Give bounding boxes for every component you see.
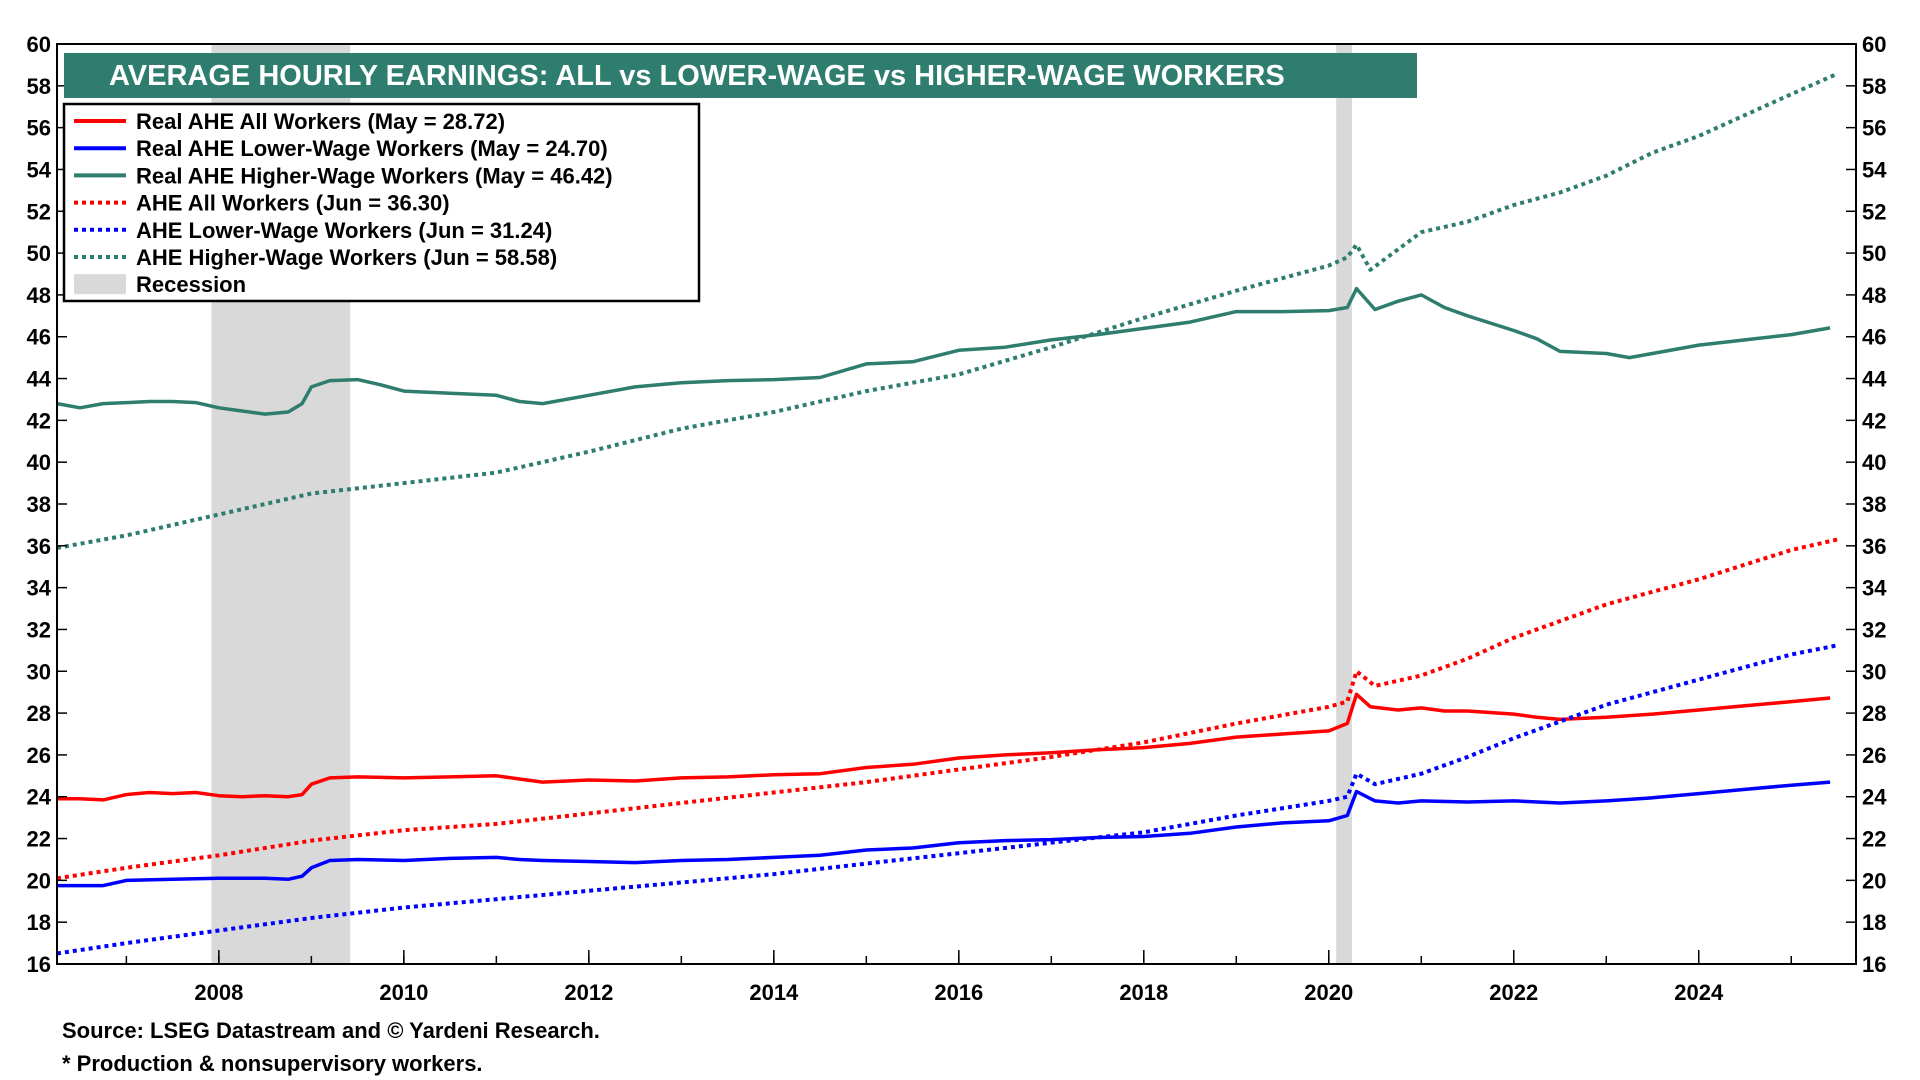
y-tick-label-left: 44 [27, 367, 52, 392]
y-tick-label-left: 58 [27, 74, 51, 99]
y-tick-label-left: 50 [27, 241, 51, 266]
y-tick-label-left: 48 [27, 283, 51, 308]
y-tick-label-right: 22 [1862, 827, 1886, 852]
title-banner-bg [64, 53, 1417, 98]
y-tick-label-left: 18 [27, 910, 51, 935]
y-tick-label-left: 20 [27, 868, 51, 893]
series-line-5 [56, 71, 1839, 550]
legend-swatch-recession [74, 274, 126, 295]
y-tick-label-left: 52 [27, 199, 51, 224]
recession-band-1 [1336, 44, 1352, 964]
footnote: * Production & nonsupervisory workers. [62, 1051, 483, 1076]
y-tick-label-right: 40 [1862, 450, 1886, 475]
series-line-2 [56, 286, 1831, 416]
y-tick-label-left: 30 [27, 659, 51, 684]
legend: Real AHE All Workers (May = 28.72)Real A… [62, 102, 701, 303]
y-tick-label-left: 22 [27, 827, 51, 852]
chart-title: AVERAGE HOURLY EARNINGS: ALL vs LOWER-WA… [109, 60, 1285, 92]
y-tick-label-right: 42 [1862, 408, 1886, 433]
y-tick-label-right: 26 [1862, 743, 1886, 768]
x-tick-label: 2012 [564, 980, 613, 1005]
y-tick-label-right: 30 [1862, 659, 1886, 684]
y-tick-label-right: 58 [1862, 74, 1886, 99]
legend-label-5: AHE Higher-Wage Workers (Jun = 58.58) [136, 245, 557, 270]
series-line-1 [57, 780, 1831, 888]
y-tick-label-right: 54 [1862, 157, 1887, 182]
chart-title-banner: AVERAGE HOURLY EARNINGS: ALL vs LOWER-WA… [64, 53, 1417, 98]
y-tick-label-right: 28 [1862, 701, 1886, 726]
source-note: Source: LSEG Datastream and © Yardeni Re… [62, 1018, 600, 1043]
y-tick-label-left: 28 [27, 701, 51, 726]
y-tick-label-right: 60 [1862, 32, 1886, 57]
y-tick-label-left: 16 [27, 952, 51, 977]
y-tick-label-left: 56 [27, 116, 51, 141]
y-tick-label-left: 36 [27, 534, 51, 559]
y-axis-right: 16 18 20 22 24 26 28 30 32 34 36 38 40 42 44 46 48 50 52 54… [1846, 32, 1887, 977]
y-tick-label-left: 38 [27, 492, 51, 517]
legend-label-4: AHE Lower-Wage Workers (Jun = 31.24) [136, 218, 552, 243]
y-tick-label-right: 16 [1862, 952, 1886, 977]
x-tick-label: 2024 [1674, 980, 1724, 1005]
x-tick-label: 2014 [749, 980, 799, 1005]
x-axis: 2008 2010 2012 2014 2016 2018 2020 2022 2024 [125, 950, 1793, 1005]
y-tick-label-left: 46 [27, 325, 51, 350]
y-tick-label-right: 52 [1862, 199, 1886, 224]
legend-label-recession: Recession [136, 272, 246, 297]
legend-label-3: AHE All Workers (Jun = 36.30) [136, 191, 450, 216]
y-tick-label-right: 36 [1862, 534, 1886, 559]
x-tick-label: 2010 [379, 980, 428, 1005]
y-tick-label-left: 26 [27, 743, 51, 768]
x-tick-label: 2018 [1119, 980, 1168, 1005]
y-tick-label-right: 20 [1862, 868, 1886, 893]
x-tick-label: 2022 [1489, 980, 1538, 1005]
y-tick-label-left: 34 [27, 576, 52, 601]
series-line-4 [56, 643, 1838, 956]
legend-label-1: Real AHE Lower-Wage Workers (May = 24.70… [136, 136, 608, 161]
legend-label-0: Real AHE All Workers (May = 28.72) [136, 109, 505, 134]
y-tick-label-right: 56 [1862, 116, 1886, 141]
y-tick-label-left: 24 [27, 785, 52, 810]
x-tick-label: 2008 [194, 980, 243, 1005]
y-tick-label-right: 32 [1862, 617, 1886, 642]
y-tick-label-left: 54 [27, 157, 52, 182]
y-tick-label-right: 46 [1862, 325, 1886, 350]
legend-label-2: Real AHE Higher-Wage Workers (May = 46.4… [136, 163, 613, 188]
y-tick-label-left: 32 [27, 617, 51, 642]
legend-box [62, 102, 701, 303]
series-line-0 [57, 692, 1831, 802]
x-tick-label: 2020 [1304, 980, 1353, 1005]
y-tick-label-right: 48 [1862, 283, 1886, 308]
y-tick-label-right: 18 [1862, 910, 1886, 935]
y-tick-label-right: 38 [1862, 492, 1886, 517]
y-tick-label-left: 40 [27, 450, 51, 475]
y-tick-label-right: 34 [1862, 576, 1887, 601]
y-tick-label-right: 50 [1862, 241, 1886, 266]
y-tick-label-right: 44 [1862, 367, 1887, 392]
y-tick-label-left: 42 [27, 408, 51, 433]
y-axis-left: 16 18 20 22 24 26 28 30 32 34 36 38 40 42 44 46 48 50 52 54… [27, 32, 67, 977]
x-tick-label: 2016 [934, 980, 983, 1005]
y-tick-label-right: 24 [1862, 785, 1887, 810]
y-tick-label-left: 60 [27, 32, 51, 57]
series-lines [56, 71, 1839, 956]
